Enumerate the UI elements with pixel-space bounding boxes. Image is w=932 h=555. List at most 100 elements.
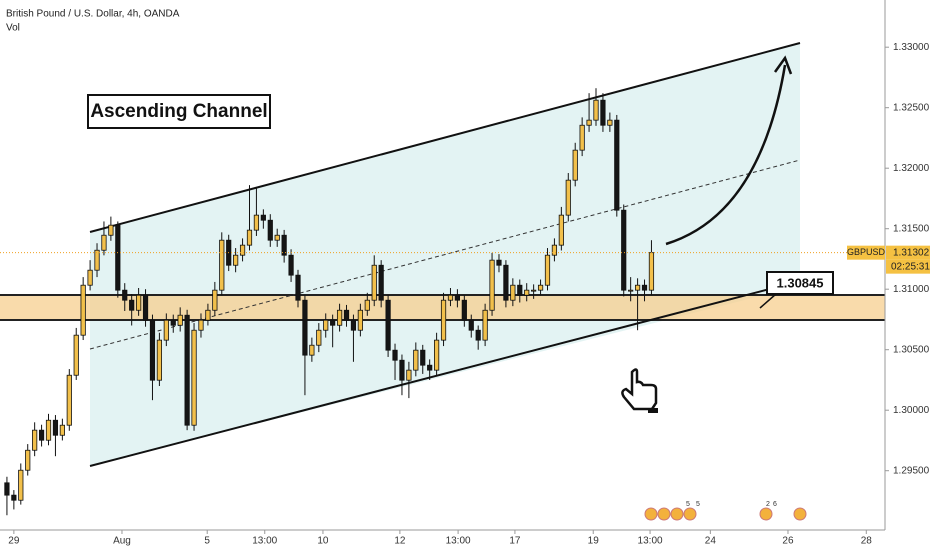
candle-body xyxy=(641,284,648,291)
candle-body xyxy=(101,234,107,251)
candle-body xyxy=(309,344,315,356)
candle-body xyxy=(184,314,190,426)
candle-body xyxy=(170,319,176,326)
candle-body xyxy=(336,309,343,326)
candle-body xyxy=(122,289,128,301)
event-icon xyxy=(759,507,773,521)
candle-body xyxy=(4,482,10,496)
candle-body xyxy=(551,244,558,256)
candle-body xyxy=(468,319,474,331)
candle-body xyxy=(524,289,530,296)
candle-body xyxy=(364,299,370,311)
candle-body xyxy=(94,249,100,271)
candle-body xyxy=(253,214,260,231)
overlay: Ascending Channel 1.30845 British Pound … xyxy=(6,9,834,413)
candle-body xyxy=(607,119,613,126)
x-tick-label: 17 xyxy=(509,536,521,547)
candle-body xyxy=(59,424,65,436)
x-tick-label: 10 xyxy=(317,536,329,547)
candle-body xyxy=(11,494,17,501)
candle-body xyxy=(288,254,294,276)
candle-body xyxy=(87,269,93,286)
candle-body xyxy=(565,179,571,216)
event-icon xyxy=(793,507,807,521)
candle-body xyxy=(52,419,59,436)
candle-body xyxy=(621,209,627,291)
event-count: 5 xyxy=(696,501,700,508)
candle-body xyxy=(343,309,350,321)
events: 5 5 2 6 xyxy=(644,501,807,521)
candle-body xyxy=(198,319,204,331)
candle-body xyxy=(496,259,502,266)
candle-body xyxy=(378,264,384,301)
x-tick-label: 13:00 xyxy=(638,536,663,547)
candle-body xyxy=(454,294,461,301)
y-tick-label: 1.31500 xyxy=(893,223,930,234)
x-tick-label: 19 xyxy=(588,536,600,547)
candle-body xyxy=(579,124,585,151)
candle-body xyxy=(219,239,225,291)
candle-body xyxy=(302,299,308,356)
candle-body xyxy=(239,244,246,256)
candle-body xyxy=(136,294,142,311)
candle-body xyxy=(440,299,447,341)
candle-body xyxy=(323,319,329,331)
subtitle: Vol xyxy=(6,23,20,34)
x-tick-label: 29 xyxy=(8,536,20,547)
y-tick-label: 1.30500 xyxy=(893,344,930,355)
candle-body xyxy=(25,449,31,471)
candle-body xyxy=(205,309,211,321)
event-count: 6 xyxy=(773,501,777,508)
hand-icon xyxy=(621,368,658,411)
candle-body xyxy=(503,264,509,301)
candle-body xyxy=(274,234,280,241)
candle-body xyxy=(108,224,114,236)
candle-body xyxy=(32,429,38,451)
candle-body xyxy=(260,214,266,221)
symbol-tag: GBPUSD xyxy=(847,247,886,257)
candle-body xyxy=(413,349,419,371)
candle-body xyxy=(628,289,634,292)
candle-body xyxy=(316,329,322,346)
candle-body xyxy=(392,349,398,361)
countdown: 02:25:31 xyxy=(891,261,930,272)
candle-body xyxy=(267,219,273,241)
candle-body xyxy=(156,339,162,381)
candle-body xyxy=(129,299,135,311)
x-tick-label: Aug xyxy=(113,536,131,547)
arrow-head xyxy=(773,55,793,75)
event-icon xyxy=(670,507,684,521)
candle-body xyxy=(115,224,121,291)
candle-body xyxy=(475,329,481,341)
last-price-bg xyxy=(886,245,930,260)
candle-body xyxy=(281,234,287,256)
candle-body xyxy=(149,319,156,381)
candle-body xyxy=(614,119,620,211)
channel-upper xyxy=(89,42,801,233)
arrow xyxy=(665,64,787,246)
candle-body xyxy=(510,284,516,301)
annotation-box xyxy=(87,94,271,129)
title: British Pound / U.S. Dollar, 4h, OANDA xyxy=(6,9,180,20)
event-count: 2 xyxy=(766,501,770,508)
candle-body xyxy=(191,329,197,426)
candle-body xyxy=(461,299,467,321)
candle-body xyxy=(73,334,79,376)
y-tick-label: 1.32500 xyxy=(893,102,930,113)
candle-body xyxy=(295,274,301,301)
channel-lower xyxy=(89,284,786,467)
candle-body xyxy=(586,119,592,126)
annotation: Ascending Channel xyxy=(90,101,267,122)
candle-body xyxy=(350,319,357,331)
last-price-label: 1.31302 xyxy=(893,247,930,258)
candle-body xyxy=(558,214,564,246)
candle-body xyxy=(427,364,433,371)
event-count: 5 xyxy=(686,501,690,508)
candle-body xyxy=(385,299,391,351)
candle-body xyxy=(434,339,440,371)
x-tick-label: 5 xyxy=(204,536,210,547)
candle-body xyxy=(593,99,599,121)
candle-body xyxy=(163,319,169,341)
candle-body xyxy=(330,319,336,326)
candle-body xyxy=(177,314,183,326)
